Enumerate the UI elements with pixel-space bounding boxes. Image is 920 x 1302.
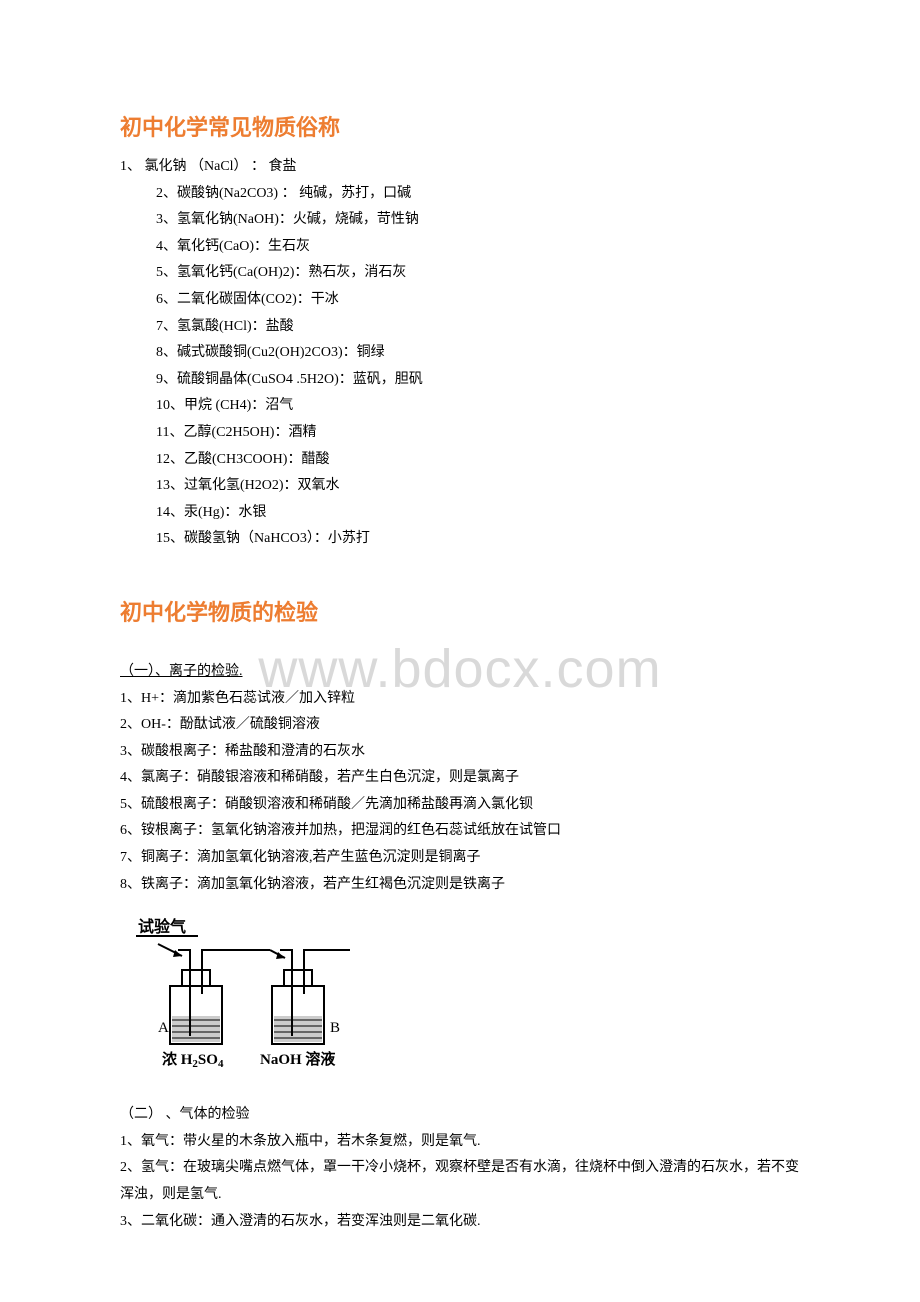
svg-text:NaOH 溶液: NaOH 溶液 xyxy=(260,1050,336,1068)
list-item: 7、铜离子：滴加氢氧化钠溶液,若产生蓝色沉淀则是铜离子 xyxy=(120,845,800,872)
svg-text:浓 H2SO4: 浓 H2SO4 xyxy=(162,1051,224,1070)
list-item: 15、碳酸氢钠（NaHCO3）：小苏打 xyxy=(156,526,800,553)
section3-subtitle: （二） 、气体的检验 xyxy=(120,1102,800,1129)
list-item: 10、甲烷 (CH4)：沼气 xyxy=(156,393,800,420)
list-item: 5、氢氧化钙(Ca(OH)2)：熟石灰，消石灰 xyxy=(156,260,800,287)
document-content: 初中化学常见物质俗称 1、 氯化钠 （NaCl） ： 食盐 2、碳酸钠(Na2C… xyxy=(120,110,800,1235)
list-item: 8、碱式碳酸铜(Cu2(OH)2CO3)：铜绿 xyxy=(156,340,800,367)
list-item: 6、铵根离子：氢氧化钠溶液并加热，把湿润的红色石蕊试纸放在试管口 xyxy=(120,818,800,845)
list-item: 14、汞(Hg)：水银 xyxy=(156,500,800,527)
list-item: 3、氢氧化钠(NaOH)：火碱，烧碱，苛性钠 xyxy=(156,207,800,234)
list-item: 2、氢气：在玻璃尖嘴点燃气体，罩一干冷小烧杯，观察杯壁是否有水滴，往烧杯中倒入澄… xyxy=(120,1155,800,1208)
list-item: 1、氧气：带火星的木条放入瓶中，若木条复燃，则是氧气. xyxy=(120,1129,800,1156)
list-item: 2、碳酸钠(Na2CO3) ： 纯碱，苏打，口碱 xyxy=(156,181,800,208)
list-item: 4、氧化钙(CaO)：生石灰 xyxy=(156,234,800,261)
figure-top-label: 试验气 xyxy=(138,917,186,936)
section1-title: 初中化学常见物质俗称 xyxy=(120,110,800,142)
svg-text:B: B xyxy=(330,1020,340,1036)
list-item: 2、OH-：酚酞试液／硫酸铜溶液 xyxy=(120,712,800,739)
list-item: 8、铁离子：滴加氢氧化钠溶液，若产生红褐色沉淀则是铁离子 xyxy=(120,872,800,899)
list-item: 9、硫酸铜晶体(CuSO4 .5H2O)：蓝矾，胆矾 xyxy=(156,367,800,394)
list-item: 3、二氧化碳：通入澄清的石灰水，若变浑浊则是二氧化碳. xyxy=(120,1209,800,1236)
list-item: 3、碳酸根离子：稀盐酸和澄清的石灰水 xyxy=(120,739,800,766)
gas-washing-bottles-diagram: 试验气 xyxy=(120,916,390,1076)
section1-list: 2、碳酸钠(Na2CO3) ： 纯碱，苏打，口碱 3、氢氧化钠(NaOH)：火碱… xyxy=(120,181,800,553)
list-item: 12、乙酸(CH3COOH)：醋酸 xyxy=(156,447,800,474)
list-item: 6、二氧化碳固体(CO2)：干冰 xyxy=(156,287,800,314)
bottle-a xyxy=(170,950,270,1044)
list-item: 11、乙醇(C2H5OH)：酒精 xyxy=(156,420,800,447)
section2-list: 1、H+：滴加紫色石蕊试液／加入锌粒 2、OH-：酚酞试液／硫酸铜溶液 3、碳酸… xyxy=(120,686,800,899)
list-item: 7、氢氯酸(HCl)：盐酸 xyxy=(156,314,800,341)
list-item: 1、H+：滴加紫色石蕊试液／加入锌粒 xyxy=(120,686,800,713)
list-item: 13、过氧化氢(H2O2)：双氧水 xyxy=(156,473,800,500)
section2-subtitle: （一）、离子的检验. xyxy=(120,659,800,686)
section3-list: 1、氧气：带火星的木条放入瓶中，若木条复燃，则是氧气. 2、氢气：在玻璃尖嘴点燃… xyxy=(120,1129,800,1235)
list-item: 1、 氯化钠 （NaCl） ： 食盐 xyxy=(120,154,800,181)
list-item: 5、硫酸根离子：硝酸钡溶液和稀硝酸／先滴加稀盐酸再滴入氯化钡 xyxy=(120,792,800,819)
svg-text:A: A xyxy=(158,1020,169,1036)
section2-title: 初中化学物质的检验 xyxy=(120,595,800,627)
list-item: 4、氯离子：硝酸银溶液和稀硝酸，若产生白色沉淀，则是氯离子 xyxy=(120,765,800,792)
experiment-figure: 试验气 xyxy=(120,916,800,1076)
